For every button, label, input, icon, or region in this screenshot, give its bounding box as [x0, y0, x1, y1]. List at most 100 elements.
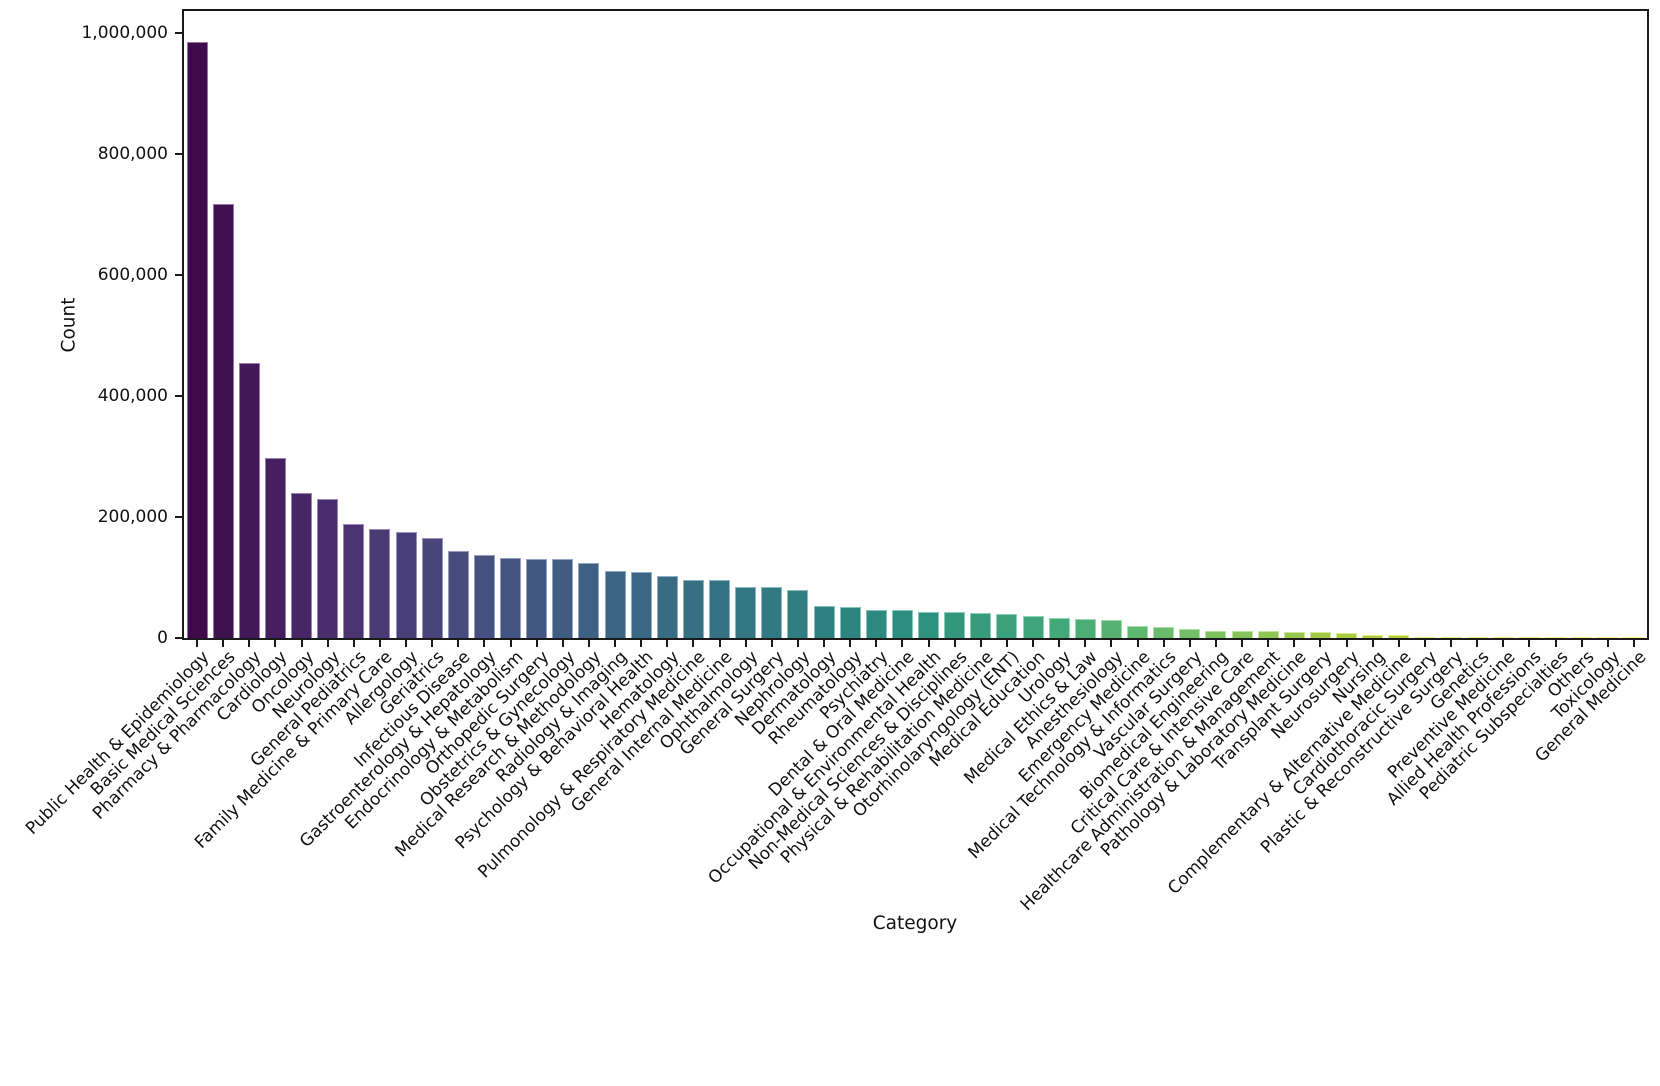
- x-tick-mark: [1188, 640, 1191, 647]
- bar-hematology: [656, 575, 678, 638]
- bar-general-pediatrics: [343, 524, 365, 638]
- bar-preventive-medicine: [1492, 637, 1514, 638]
- bar-psychology-behavioral-health: [630, 572, 652, 638]
- x-tick-mark: [1423, 640, 1426, 647]
- x-tick-mark: [770, 640, 773, 647]
- bar-plastic-reconstructive-surgery: [1440, 636, 1462, 638]
- bar-healthcare-administration-management: [1257, 631, 1279, 638]
- x-tick-mark: [1293, 640, 1296, 647]
- bar-infectious-disease: [447, 550, 469, 638]
- x-tick-mark: [1162, 640, 1165, 647]
- bar-allied-health-professions: [1518, 637, 1540, 638]
- bar-physical-rehabilitation-medicine: [970, 612, 992, 638]
- bar-transplant-surgery: [1309, 631, 1331, 638]
- x-tick-mark: [614, 640, 617, 647]
- x-tick-mark: [196, 640, 199, 647]
- bar-rheumatology: [839, 606, 861, 638]
- bar-nephrology: [787, 589, 809, 638]
- y-tick-label: 800,000: [97, 144, 168, 164]
- bar-vascular-surgery: [1179, 628, 1201, 638]
- bar-basic-medical-sciences: [212, 203, 234, 638]
- bar-critical-care-intensive-care: [1231, 631, 1253, 638]
- x-tick-mark: [796, 640, 799, 647]
- bar-oncology: [291, 493, 312, 638]
- bar-ophthalmology: [735, 586, 757, 638]
- x-tick-mark: [1450, 640, 1453, 647]
- x-tick-mark: [1476, 640, 1479, 647]
- y-tick-mark: [175, 637, 182, 639]
- y-tick-label: 0: [157, 628, 168, 648]
- x-tick-mark: [1005, 640, 1008, 647]
- x-tick-mark: [326, 640, 329, 647]
- x-tick-mark: [300, 640, 303, 647]
- x-tick-mark: [1084, 640, 1087, 647]
- bar-cardiothoracic-surgery: [1414, 636, 1436, 638]
- x-tick-mark: [535, 640, 538, 647]
- x-tick-mark: [849, 640, 852, 647]
- bar-obstetrics-gynecology: [552, 559, 574, 638]
- y-tick-label: 200,000: [97, 507, 168, 527]
- x-tick-mark: [640, 640, 643, 647]
- x-tick-mark: [1606, 640, 1609, 647]
- x-tick-mark: [1554, 640, 1557, 647]
- x-axis-label: Category: [872, 913, 958, 934]
- bar-general-medicine: [1623, 637, 1645, 638]
- bar-medical-technology-informatics: [1153, 627, 1175, 638]
- bar-toxicology: [1597, 637, 1619, 638]
- x-tick-mark: [953, 640, 956, 647]
- bar-orthopedic-surgery: [526, 558, 548, 638]
- x-tick-mark: [927, 640, 930, 647]
- x-tick-mark: [1058, 640, 1061, 647]
- y-tick-mark: [175, 395, 182, 397]
- bar-family-medicine-primary-care: [369, 528, 391, 638]
- x-tick-mark: [1241, 640, 1244, 647]
- x-tick-mark: [561, 640, 564, 647]
- bar-gastroenterology-hepatology: [473, 555, 495, 638]
- x-tick-mark: [587, 640, 590, 647]
- bar-pathology-laboratory-medicine: [1283, 631, 1305, 638]
- x-tick-mark: [1345, 640, 1348, 647]
- bar-complementary-alternative-medicine: [1388, 635, 1410, 638]
- x-tick-mark: [378, 640, 381, 647]
- bar-neurosurgery: [1336, 632, 1357, 638]
- x-tick-mark: [666, 640, 669, 647]
- bar-general-internal-medicine: [709, 579, 730, 638]
- x-tick-mark: [483, 640, 486, 647]
- bar-biomedical-engineering: [1205, 630, 1227, 638]
- bar-cardiology: [264, 457, 286, 638]
- bar-others: [1571, 637, 1593, 638]
- bar-psychiatry: [865, 609, 887, 638]
- bar-pulmonology-respiratory-medicine: [682, 579, 704, 638]
- x-tick-mark: [457, 640, 460, 647]
- x-tick-mark: [1502, 640, 1505, 647]
- bar-general-surgery: [761, 587, 783, 638]
- bar-urology: [1048, 618, 1070, 638]
- x-tick-mark: [901, 640, 904, 647]
- x-tick-mark: [1032, 640, 1035, 647]
- x-tick-mark: [1528, 640, 1531, 647]
- x-tick-mark: [222, 640, 225, 647]
- bar-pharmacy-pharmacology: [238, 362, 260, 638]
- bar-non-medical-sciences-disciplines: [944, 612, 966, 638]
- bar-emergency-medicine: [1127, 626, 1148, 638]
- y-tick-label: 400,000: [97, 386, 168, 406]
- x-tick-mark: [692, 640, 695, 647]
- figure: Count Category Public Health & Epidemiol…: [22, 9, 1651, 934]
- bar-dental-oral-medicine: [891, 609, 913, 638]
- x-tick-mark: [1397, 640, 1400, 647]
- x-tick-mark: [1110, 640, 1113, 647]
- bar-public-health-epidemiology: [186, 42, 208, 638]
- bar-nursing: [1362, 634, 1384, 638]
- x-tick-mark: [405, 640, 408, 647]
- bar-radiology-imaging: [604, 571, 626, 638]
- bar-geriatrics: [421, 538, 443, 638]
- y-tick-label: 600,000: [97, 265, 168, 285]
- x-tick-mark: [1136, 640, 1139, 647]
- x-tick-mark: [509, 640, 512, 647]
- bar-occupational-environmental-health: [918, 612, 939, 638]
- x-tick-mark: [718, 640, 721, 647]
- bar-medical-education: [1022, 615, 1044, 638]
- x-tick-mark: [1580, 640, 1583, 647]
- bar-genetics: [1466, 637, 1488, 638]
- y-tick-mark: [175, 274, 182, 276]
